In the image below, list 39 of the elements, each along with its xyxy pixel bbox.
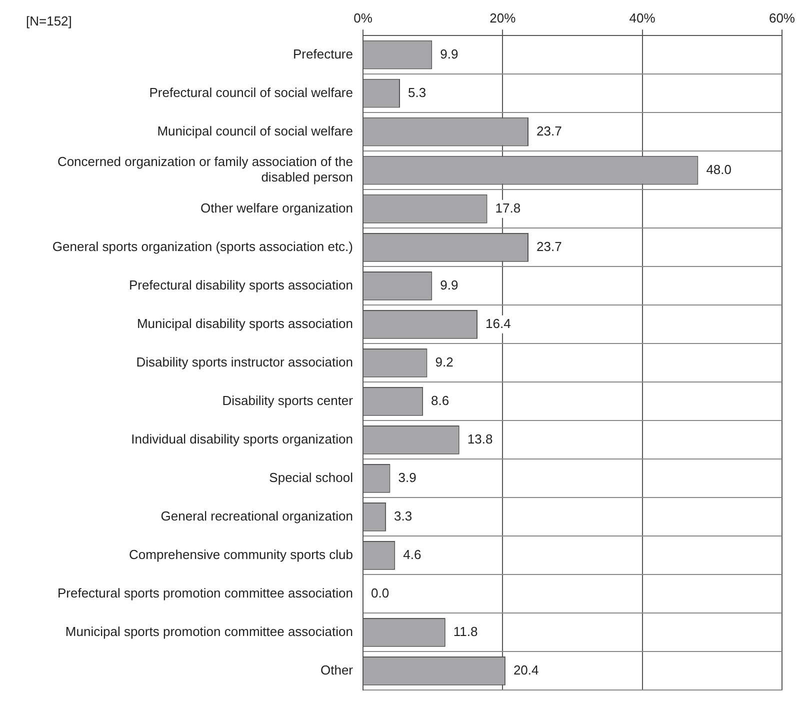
y-tick-label: Other welfare organization (200, 200, 353, 216)
y-tick-label: Municipal sports promotion committee association (65, 624, 353, 640)
y-tick-label: Disability sports center (222, 392, 354, 408)
y-tick-label: Individual disability sports organization (131, 431, 353, 446)
y-tick-label: Special school (269, 470, 354, 485)
y-tick-label: Prefecture (293, 46, 353, 62)
y-tick-label: Municipal disability sports association (136, 316, 353, 331)
y-tick-label: General sports organization (sports association etc.) (52, 238, 353, 254)
data-label: 3.9 (398, 470, 416, 485)
data-label: 11.8 (453, 624, 478, 640)
data-label: 5.3 (408, 84, 426, 100)
y-tick-label: Prefectural council of social welfare (149, 84, 353, 100)
data-label: 20.4 (513, 662, 539, 678)
data-label: 9.9 (440, 46, 458, 62)
data-label: 0.0 (371, 586, 390, 601)
y-tick-label: Prefectural sports promotion committee association (57, 586, 353, 601)
y-tick-label: Concerned organization or family association of the disabled person (57, 154, 353, 185)
y-tick-label: Comprehensive community sports club (129, 547, 353, 562)
y-tick-label: Prefectural disability sports association (129, 277, 353, 292)
y-tick-label: Disability sports instructor association (136, 354, 353, 370)
data-label: 9.2 (435, 354, 454, 370)
y-tick-label: Municipal council of social welfare (157, 123, 353, 138)
x-tick-label: 60% (768, 10, 796, 26)
y-tick-label: General recreational organization (160, 508, 353, 524)
data-label: 48.0 (706, 162, 732, 177)
x-tick-label: 40% (629, 10, 656, 26)
data-label: 4.6 (403, 547, 422, 562)
text: [N=152] (26, 14, 72, 29)
x-tick-label: 0% (354, 10, 373, 26)
data-label: 8.6 (431, 392, 450, 408)
data-label: 9.9 (440, 277, 458, 292)
x-tick-label: 20% (490, 10, 516, 26)
data-label: 13.8 (467, 431, 493, 446)
y-tick-label: Other (320, 662, 354, 678)
data-label: 17.8 (495, 200, 521, 216)
data-label: 23.7 (536, 123, 562, 138)
data-label: 3.3 (394, 508, 412, 524)
data-label: 16.4 (486, 316, 511, 331)
data-label: 23.7 (536, 238, 562, 254)
